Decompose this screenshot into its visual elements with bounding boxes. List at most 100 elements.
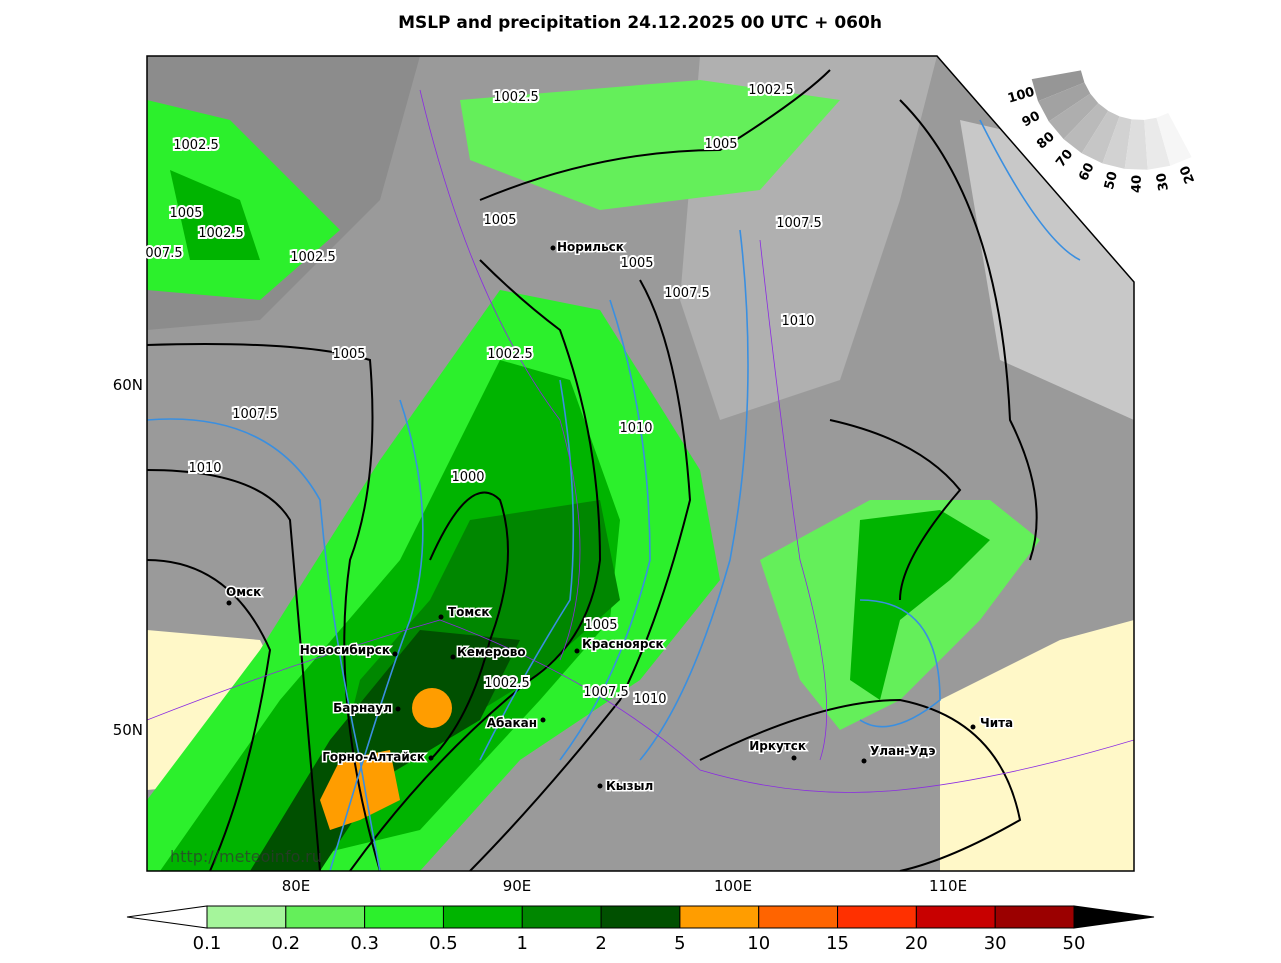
cloud-scale-label: 80 [1034,129,1058,152]
cloud-scale-label: 50 [1102,170,1121,191]
cloud-swatch [1144,117,1171,170]
isobar-label: 1002.5 [198,226,244,241]
cloud-swatch [1124,119,1148,170]
city-label: Чита [980,716,1013,730]
isobar-label: 1000 [451,470,484,485]
colorbar-label: 1 [517,933,528,954]
title: MSLP and precipitation 24.12.2025 00 UTC… [398,13,882,33]
city-label: Кемерово [457,645,526,659]
colorbar-label: 5 [674,933,685,954]
map-area [147,56,1134,871]
colorbar-label: 50 [1063,933,1086,954]
cloud-scale-label: 60 [1076,161,1097,184]
cloud-scale-label: 70 [1053,147,1076,170]
city-label: Новосибирск [300,643,390,657]
colorbar-label: 20 [905,933,928,954]
isobar-label: 1007.5 [776,216,822,231]
cloud-swatch [1048,93,1099,140]
precip-area [160,360,620,871]
colorbar: 0.1 0.2 0.3 0.5 1 2 5 10 15 20 30 50 [126,905,1155,954]
cloud-scale-label: 30 [1154,172,1172,192]
colorbar-label: 2 [595,933,606,954]
city-label: Иркутск [749,739,806,753]
city-label: Барнаул [333,701,392,715]
isobar-label: 1002.5 [748,83,794,98]
colorbar-label: 15 [826,933,849,954]
precip-area [460,80,840,210]
cloud-swatch [1156,113,1192,166]
lat-label: 50N [113,721,143,739]
city-label: Кызыл [606,779,653,793]
map-frame [146,55,1135,872]
city-dot [574,648,580,654]
isobar-label: 1010 [619,421,652,436]
colorbar-swatch [915,905,996,929]
city-dot [791,755,797,761]
precip-area [412,688,452,728]
lon-label: 100E [714,877,752,895]
lon-label: 80E [282,877,311,895]
lon-label: 110E [929,877,967,895]
colorbar-label: 0.2 [271,933,300,954]
cloud-swatch [1031,70,1085,102]
city-label: Горно-Алтайск [322,750,425,764]
cloud-swatch [1063,103,1109,154]
city-label: Улан-Удэ [870,744,935,758]
isobar-label: 1007.5 [583,685,629,700]
precip-area [170,170,260,260]
colorbar-swatch [758,905,839,929]
colorbar-swatch [442,905,523,929]
city-label: Красноярск [582,637,664,651]
cloud-swatch [1081,110,1120,164]
city-dot [395,706,401,712]
colorbar-swatch [837,905,917,929]
watermark: http://meteoinfo.ru [170,847,322,866]
city-dot [450,654,456,660]
cloud-scale-label: 90 [1020,109,1043,131]
isobar-label: 1005 [584,618,617,633]
cloud-scale-label: 20 [1177,163,1198,185]
city-label: Томск [448,605,490,619]
isobar-label: 1007.5 [232,407,278,422]
isobar-label: 1007.5 [664,286,710,301]
city-label: Норильск [557,240,624,254]
colorbar-swatch [364,905,444,929]
colorbar-label: 10 [747,933,770,954]
colorbar-swatch [600,905,681,929]
cloud-scale-label: 40 [1129,175,1145,194]
city-dot [550,245,556,251]
isobar-label: 007.5 [145,246,182,261]
city-dot [861,758,867,764]
city-dot [428,755,434,761]
city-dot [226,600,232,606]
isobar-label: 1005 [169,206,202,221]
city-label: Омск [226,585,261,599]
colorbar-swatch [285,905,366,929]
dry-area [940,620,1134,871]
colorbar-low-end [126,905,208,929]
cloud-swatch [1038,82,1091,122]
city-dot [392,651,398,657]
city-dot [597,783,603,789]
isobar-label: 1002.5 [173,138,219,153]
cloud-scale-label: 100 [1006,85,1036,107]
isobar-label: 1002.5 [484,676,530,691]
map-labels: Норильск Омск Томск Новосибирск Кемерово Крас… [143,81,1014,795]
isobar-label: 1010 [633,692,666,707]
colorbar-label: 0.3 [350,933,379,954]
isobar-label: 1002.5 [290,250,336,265]
colorbar-swatch [206,905,287,929]
isobar-label: 1002.5 [487,347,533,362]
precip-area [250,630,520,871]
colorbar-label: 0.5 [429,933,458,954]
colorbar-label: 30 [984,933,1007,954]
city-dot [970,724,976,730]
lon-label: 90E [503,877,532,895]
precip-area [850,510,990,700]
city-label: Абакан [487,716,537,730]
isobars [147,69,1038,871]
isobar-label: 1005 [483,213,516,228]
